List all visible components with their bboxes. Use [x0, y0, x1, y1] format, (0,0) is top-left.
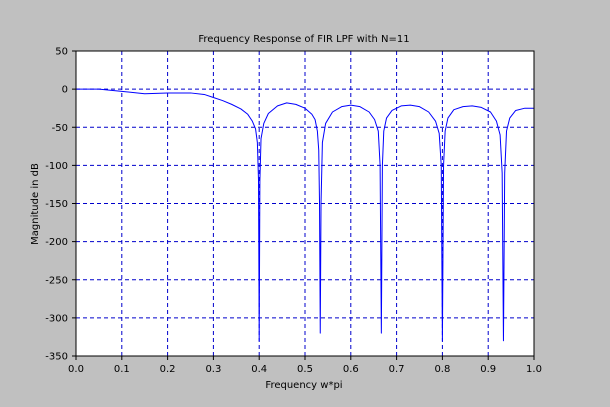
y-tick-label: -300: [45, 313, 68, 324]
y-tick-label: -200: [45, 237, 68, 248]
y-axis-ticks: 50 0 -50 -100 -150 -200 -250 -300 -350: [45, 47, 76, 363]
y-tick-label: -350: [45, 352, 68, 363]
series-line: [76, 88, 534, 342]
x-axis-label: Frequency w*pi: [265, 380, 342, 391]
y-tick-label: 0: [62, 85, 68, 96]
x-tick-label: 0.4: [251, 364, 267, 375]
chart-title: Frequency Response of FIR LPF with N=11: [198, 34, 409, 45]
y-tick-label: -50: [52, 123, 68, 134]
y-axis-label: Magnitude in dB: [30, 163, 41, 245]
x-tick-label: 0.5: [297, 364, 313, 375]
x-tick-label: 0.2: [160, 364, 176, 375]
x-tick-label: 0.3: [205, 364, 221, 375]
y-tick-label: -250: [45, 275, 68, 286]
data-series: [76, 88, 534, 342]
x-tick-label: 1.0: [526, 364, 542, 375]
x-tick-label: 0.9: [480, 364, 496, 375]
x-tick-label: 0.0: [68, 364, 84, 375]
y-tick-label: -150: [45, 199, 68, 210]
y-tick-label: 50: [55, 47, 68, 58]
x-tick-label: 0.6: [343, 364, 359, 375]
x-tick-label: 0.7: [389, 364, 405, 375]
x-tick-label: 0.1: [114, 364, 130, 375]
y-tick-label: -100: [45, 161, 68, 172]
x-tick-label: 0.8: [434, 364, 450, 375]
x-axis-ticks: 0.0 0.1 0.2 0.3 0.4 0.5 0.6 0.7 0.8 0.9 1.0: [68, 356, 542, 375]
